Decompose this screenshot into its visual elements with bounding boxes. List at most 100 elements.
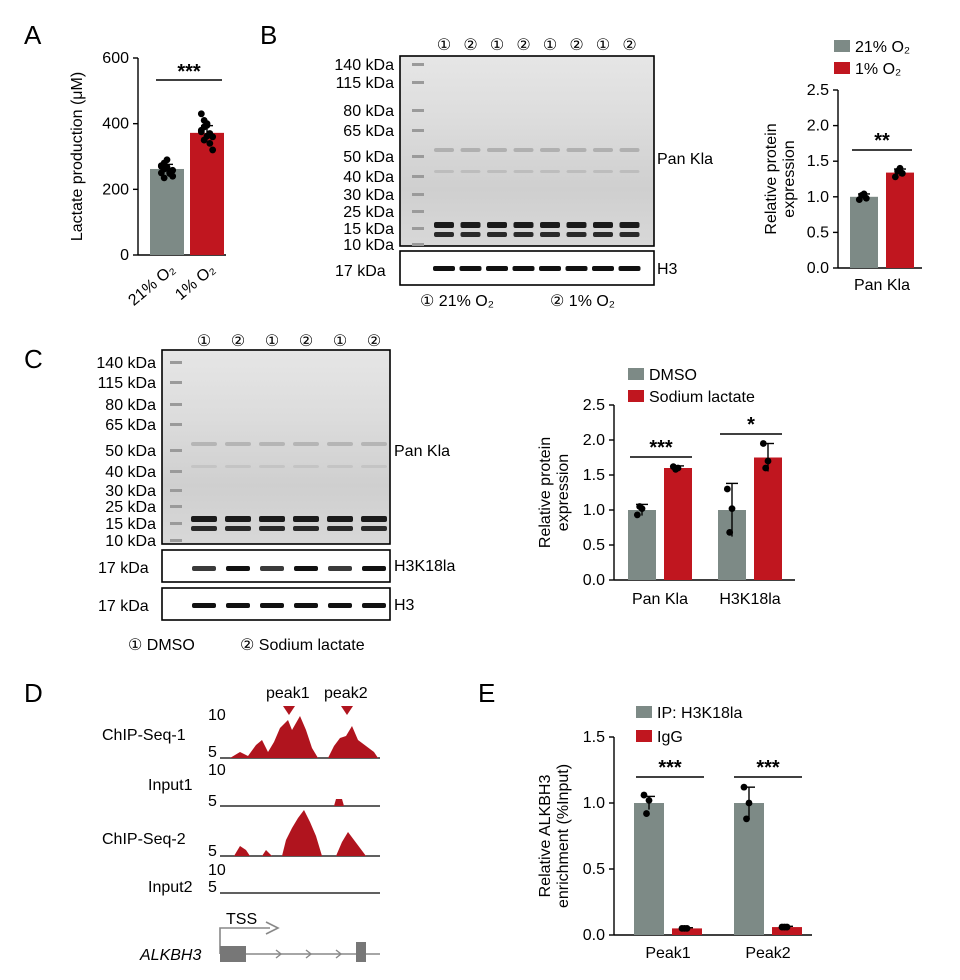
h3k18la-band [328,566,352,571]
band [487,232,507,237]
x-tick-label: Pan Kla [632,591,688,608]
significance-label: *** [658,757,682,779]
band [293,465,319,468]
band [619,222,640,228]
ladder-band [170,449,182,452]
ladder-band [412,63,424,66]
band [327,526,353,531]
data-point [764,457,772,465]
data-point [197,110,205,118]
marker-label: 65 kDa [343,123,394,140]
blot-c: ① ② ① ② ① ② 140 kDa 115 kDa 80 kDa 65 kDa 50 kDa 4… [96,333,455,654]
legend-swatch-gray [636,706,652,718]
band [619,148,640,152]
x-tick-label: Peak1 [645,945,690,962]
band [487,170,507,173]
track-name: Input1 [148,777,193,794]
ladder-band [170,470,182,473]
band [566,222,587,228]
bar-21-o2 [850,196,878,268]
track-name: ChIP-Seq-2 [102,831,186,848]
marker-label: 140 kDa [334,57,394,74]
track-scale-bottom: 5 [208,843,217,860]
h3-band [592,266,614,271]
marker-label: 50 kDa [105,443,156,460]
x-tick-label: 1% O₂ [172,261,218,304]
h3-band [618,266,641,271]
ladder-band [412,227,424,230]
y-axis-label-line: Relative protein [763,123,780,234]
bar-dmso [628,510,656,580]
band [191,516,217,522]
legend-label: Sodium lactate [649,389,755,406]
ladder-band [170,505,182,508]
band [225,526,251,531]
lane-label: ① [333,333,347,350]
h3-band [260,603,284,608]
y-tick-label: 1.5 [807,153,829,170]
y-tick-label: 1.0 [583,795,605,812]
blot-b-h3-bands [433,266,641,271]
y-axis-label-line: expression [555,454,572,531]
band [361,465,387,468]
marker-label: 140 kDa [96,355,156,372]
panel-label-e: E [478,678,495,708]
y-tick-label: 1.5 [583,467,605,484]
marker-label: 80 kDa [343,103,394,120]
data-point [745,799,753,807]
band [361,526,387,531]
data-point [197,128,205,136]
y-axis-label: Relative proteinexpression [537,437,572,548]
track-row-input1: Input1 10 5 [148,762,380,810]
significance-label: *** [177,61,201,83]
band [191,442,217,446]
x-tick-label: 21% O₂ [125,261,178,309]
blot-c-markers: 140 kDa 115 kDa 80 kDa 65 kDa 50 kDa 40 kDa 30… [96,355,156,550]
lane-label: ① [596,37,610,54]
legend-label: IgG [657,729,683,746]
band [513,148,534,152]
x-tick-label: Peak2 [745,945,790,962]
track-scale-bottom: 5 [208,879,217,896]
blot-b-h3-marker: 17 kDa [335,263,386,280]
y-tick-label: 600 [102,50,129,67]
data-point [728,505,736,512]
data-point [743,815,750,823]
data-point [206,139,214,147]
data-point [163,163,171,171]
tss-label: TSS [226,911,257,928]
bar-igg [772,927,802,935]
blot-c-bands [170,361,387,542]
panel-label-d: D [24,678,43,708]
data-point [723,485,731,493]
y-tick-label: 2.5 [583,397,605,414]
data-point [209,133,217,141]
lane-label: ② [231,333,245,350]
h3-band [539,266,561,271]
data-point [740,783,748,791]
ladder-band [170,403,182,406]
bar-1 [190,132,224,255]
band [293,442,319,446]
peak1-marker [283,706,295,715]
y-tick-label: 2.0 [807,118,829,135]
legend-swatch-gray [628,368,644,380]
data-point [163,156,171,164]
data-point [169,166,177,174]
lane-label: ② [569,37,583,54]
band [191,526,217,531]
y-axis-label-line: enrichment (%Input) [555,764,572,908]
h3-band [226,603,250,608]
data-point [783,923,791,931]
band [460,148,481,152]
ladder-band [170,489,182,492]
blot-c-marker-17-a: 17 kDa [98,560,149,577]
h3k18la-band [226,566,250,571]
marker-label: 115 kDa [98,375,157,392]
y-axis-label-line: Relative ALKBH3 [537,775,554,898]
ladder-band [412,129,424,132]
blot-b-pan-kla-label: Pan Kla [657,151,713,168]
band [259,516,285,522]
x-tick-label: H3K18la [719,591,780,608]
